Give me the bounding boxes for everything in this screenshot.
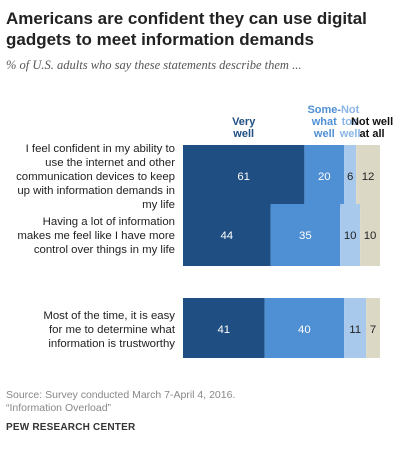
- category-label: information is trustworthy: [48, 338, 175, 350]
- bar-segment: [356, 145, 381, 207]
- bar-segment: [360, 204, 381, 266]
- legend-label: Very: [232, 116, 256, 128]
- bar-segment: [264, 298, 345, 358]
- bar-segment: [344, 145, 357, 207]
- bar-segment: [366, 298, 381, 358]
- bar-segment: [183, 145, 305, 207]
- bar-segment: [183, 298, 265, 358]
- category-label: communication devices to keep: [16, 171, 175, 183]
- value-label: 6: [347, 171, 353, 183]
- bar-segment: [340, 204, 361, 266]
- legend-label: too: [342, 116, 359, 128]
- bars: [183, 145, 381, 358]
- category-label: for me to determine what: [49, 324, 176, 336]
- source-line: Source: Survey conducted March 7-April 4…: [6, 389, 236, 401]
- source-line: “Information Overload”: [6, 402, 112, 414]
- bar-segment: [270, 204, 341, 266]
- category-label: my life: [142, 199, 175, 211]
- legend-label: at all: [360, 128, 385, 140]
- category-label: use the internet and other: [45, 157, 175, 169]
- value-label: 61: [237, 171, 250, 183]
- value-label: 12: [362, 171, 375, 183]
- value-label: 11: [349, 324, 361, 336]
- legend-label: Not well: [351, 116, 393, 128]
- value-labels: 61 20 6 12 44 35 10 10 41 40 11 7: [217, 171, 376, 336]
- value-label: 40: [298, 324, 311, 336]
- value-label: 35: [299, 230, 312, 242]
- category-label: Most of the time, it is easy: [43, 310, 175, 322]
- legend-label: Not: [341, 104, 360, 116]
- category-label: control over things in my life: [34, 244, 175, 256]
- legend-label: well: [339, 128, 361, 140]
- category-label: up with information demands in: [17, 185, 175, 197]
- category-label: I feel confident in my ability to: [26, 143, 175, 155]
- chart-subtitle: % of U.S. adults who say these statement…: [6, 58, 302, 72]
- legend-label: well: [313, 128, 335, 140]
- legend-label: what: [311, 116, 337, 128]
- bar-segment: [304, 145, 345, 207]
- category-label: makes me feel like I have more: [17, 230, 175, 242]
- category-labels: I feel confident in my ability to use the…: [16, 143, 176, 350]
- bar-segment: [344, 298, 367, 358]
- value-label: 10: [364, 230, 377, 242]
- bar-segment: [183, 204, 271, 266]
- value-label: 10: [344, 230, 357, 242]
- legend-label: Some-: [307, 104, 341, 116]
- source-note: Source: Survey conducted March 7-April 4…: [6, 389, 235, 415]
- value-label: 20: [318, 171, 331, 183]
- category-label: Having a lot of information: [43, 216, 175, 228]
- brand-name: PEW RESEARCH CENTER: [6, 422, 136, 433]
- value-label: 41: [217, 324, 230, 336]
- chart-title: Americans are confident they can use dig…: [6, 9, 367, 49]
- value-label: 7: [370, 324, 376, 336]
- legend-label: well: [232, 128, 254, 140]
- value-label: 44: [220, 230, 233, 242]
